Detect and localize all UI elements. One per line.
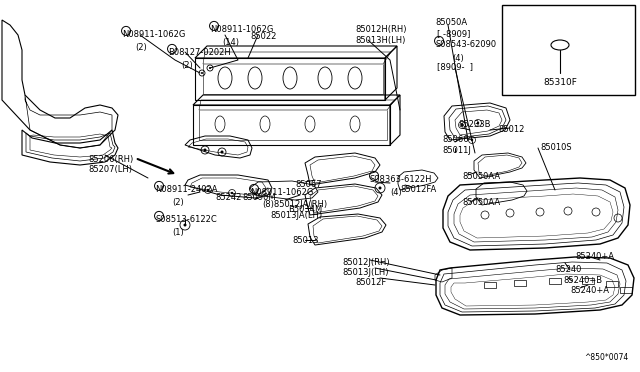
Text: B08127-0202H: B08127-0202H xyxy=(168,48,231,57)
Text: 85013JA(LH): 85013JA(LH) xyxy=(270,211,322,220)
Circle shape xyxy=(207,189,209,191)
Bar xyxy=(514,280,526,286)
Text: 85012J(RH): 85012J(RH) xyxy=(342,258,390,267)
Text: [ -8909]: [ -8909] xyxy=(437,29,470,38)
Text: (8)85012JA(RH): (8)85012JA(RH) xyxy=(262,200,327,209)
Circle shape xyxy=(231,192,233,194)
Text: 85050AA: 85050AA xyxy=(462,172,500,181)
Text: 85012: 85012 xyxy=(498,125,524,134)
Text: 85012FA: 85012FA xyxy=(400,185,436,194)
Text: 85240+A: 85240+A xyxy=(570,286,609,295)
Text: (2): (2) xyxy=(135,43,147,52)
Bar xyxy=(484,282,496,288)
Text: 85233B: 85233B xyxy=(458,120,490,129)
Text: N08911-1062G: N08911-1062G xyxy=(122,30,186,39)
Text: N08911-1062G: N08911-1062G xyxy=(250,188,314,197)
Text: (4): (4) xyxy=(390,188,402,197)
Text: 85012F: 85012F xyxy=(355,278,387,287)
Bar xyxy=(502,5,635,95)
Text: 85240+B: 85240+B xyxy=(563,276,602,285)
Bar xyxy=(606,281,618,287)
Bar xyxy=(549,278,561,284)
Text: 85050A: 85050A xyxy=(435,18,467,27)
Circle shape xyxy=(209,67,211,69)
Text: (4): (4) xyxy=(452,54,464,63)
Circle shape xyxy=(378,186,381,189)
Text: 85207(LH): 85207(LH) xyxy=(88,165,132,174)
Bar xyxy=(620,287,632,293)
Text: 85013J(LH): 85013J(LH) xyxy=(342,268,388,277)
Circle shape xyxy=(201,72,203,74)
Text: 85013H(LH): 85013H(LH) xyxy=(355,36,405,45)
Circle shape xyxy=(471,139,473,141)
Bar xyxy=(582,278,594,284)
Text: B5034M: B5034M xyxy=(288,205,323,214)
Circle shape xyxy=(204,148,207,151)
Text: (1): (1) xyxy=(172,228,184,237)
Text: 85012H(RH): 85012H(RH) xyxy=(355,25,406,34)
Text: 85310F: 85310F xyxy=(543,78,577,87)
Text: 85090M: 85090M xyxy=(242,193,276,202)
Text: ^850*0074: ^850*0074 xyxy=(584,353,628,362)
Circle shape xyxy=(184,224,186,227)
Text: 85240+A: 85240+A xyxy=(575,252,614,261)
Text: 85050AA: 85050AA xyxy=(462,198,500,207)
Text: 85011J: 85011J xyxy=(442,146,471,155)
Text: S08363-6122H: S08363-6122H xyxy=(370,175,433,184)
Text: (14): (14) xyxy=(222,38,239,47)
Circle shape xyxy=(461,124,463,126)
Text: (2): (2) xyxy=(181,61,193,70)
Text: S08513-6122C: S08513-6122C xyxy=(155,215,217,224)
Circle shape xyxy=(221,151,223,154)
Text: (2): (2) xyxy=(172,198,184,207)
Text: [8909-  ]: [8909- ] xyxy=(437,62,473,71)
Text: N08911-2402A: N08911-2402A xyxy=(155,185,218,194)
Text: S08543-62090: S08543-62090 xyxy=(435,40,496,49)
Text: 85010S: 85010S xyxy=(540,143,572,152)
Text: 85013: 85013 xyxy=(292,236,319,245)
Text: 85022: 85022 xyxy=(250,32,276,41)
Circle shape xyxy=(477,122,479,124)
Text: 85067: 85067 xyxy=(295,180,322,189)
Text: 85206(RH): 85206(RH) xyxy=(88,155,133,164)
Text: 85066-: 85066- xyxy=(442,135,472,144)
Text: 85242: 85242 xyxy=(215,193,241,202)
Text: N08911-1062G: N08911-1062G xyxy=(210,25,273,34)
Text: 85240: 85240 xyxy=(555,265,581,274)
